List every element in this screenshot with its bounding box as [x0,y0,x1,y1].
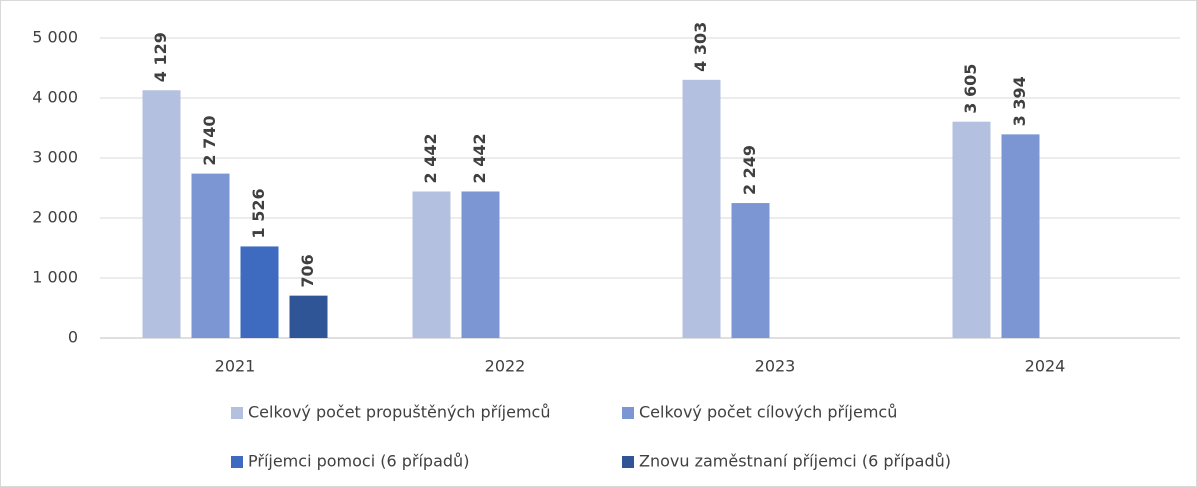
y-tick-label: 1 000 [32,268,78,287]
bar [682,79,721,338]
bar [191,173,230,338]
data-label: 2 442 [421,133,440,183]
y-tick-label: 0 [68,328,78,347]
bar [142,90,181,338]
x-tick-label: 2024 [1025,357,1066,376]
data-label: 4 129 [151,32,170,82]
legend-label: Znovu zaměstnaní příjemci (6 případů) [639,452,951,471]
legend-label: Příjemci pomoci (6 případů) [248,452,469,471]
data-label: 2 740 [200,115,219,165]
legend-swatch [622,407,634,419]
bar [731,203,770,338]
data-label: 706 [298,254,317,287]
x-tick-label: 2021 [215,357,256,376]
data-label: 1 526 [249,188,268,238]
bar [461,191,500,338]
data-label: 3 605 [961,64,980,114]
x-tick-label: 2023 [755,357,796,376]
data-label: 4 303 [691,22,710,72]
legend-swatch [231,407,243,419]
data-label: 2 249 [740,145,759,195]
y-tick-label: 5 000 [32,28,78,47]
data-label: 2 442 [470,133,489,183]
legend-swatch [622,456,634,468]
y-tick-label: 3 000 [32,148,78,167]
legend-swatch [231,456,243,468]
bar [952,121,991,338]
bar [1001,134,1040,338]
bar [289,295,328,338]
legend-label: Celkový počet propuštěných příjemců [248,403,550,422]
bar [240,246,279,338]
legend-label: Celkový počet cílových příjemců [639,403,897,422]
y-tick-label: 4 000 [32,88,78,107]
data-label: 3 394 [1010,76,1029,126]
y-tick-label: 2 000 [32,208,78,227]
x-tick-label: 2022 [485,357,526,376]
bar [412,191,451,338]
